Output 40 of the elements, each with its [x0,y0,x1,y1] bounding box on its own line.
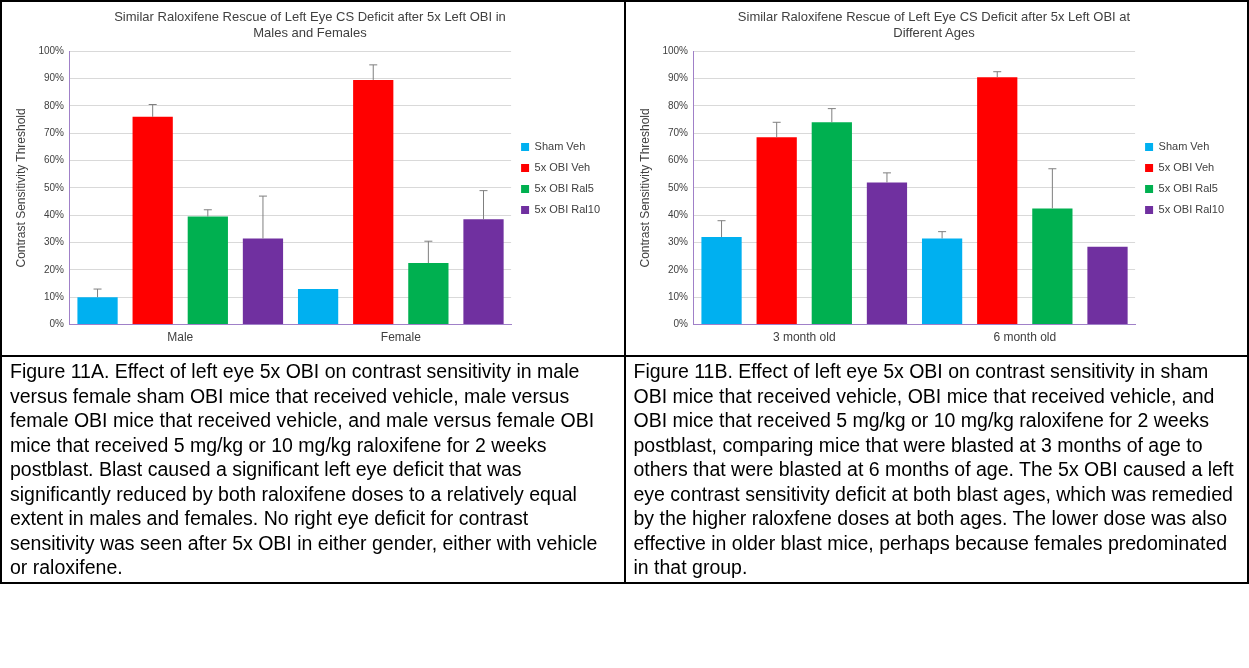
y-tick-label: 60% [667,154,688,166]
legend-label: Sham Veh [534,140,586,153]
y-tick-label: 0% [49,318,65,330]
x-tick-label: Female [380,330,422,345]
y-tick-label: 80% [667,99,688,111]
y-tick-label: 70% [667,126,688,138]
legend-label: 5x OBI Veh [534,161,591,174]
x-tick-label: Male [167,330,194,345]
y-tick-label: 20% [667,263,688,275]
y-tick-label: 90% [43,72,65,84]
y-tick-label: 0% [673,318,688,330]
x-tick-label: 6 month old [992,330,1056,345]
y-tick-label: 60% [43,154,65,166]
y-tick-label: 30% [43,236,65,248]
legend-label: 5x OBI Ral5 [534,182,594,195]
y-tick-label: 10% [667,291,688,303]
y-axis-title: Contrast Sensitivity Threshold [13,108,28,268]
y-tick-label: 50% [667,181,688,193]
legend-label: 5x OBI Ral10 [1158,203,1224,216]
chart-title: Similar Raloxifene Rescue of Left Eye CS Deficit after 5x Left OBI in Males and Females [114,9,506,40]
y-tick-label: 70% [43,126,65,138]
y-tick-label: 40% [43,208,65,220]
y-tick-label: 20% [43,263,65,275]
y-tick-label: 30% [667,236,688,248]
y-tick-label: 100% [38,44,65,56]
chart-title: Similar Raloxifene Rescue of Left Eye CS Deficit after 5x Left OBI at Different Ages [737,9,1131,40]
y-tick-label: 90% [667,72,688,84]
legend-label: 5x OBI Ral10 [534,203,600,216]
text: Figure 11B. Effect of left eye 5x OBI on contrast sensitivity in sham OBI mice that received vehicle, OBI mice that received vehicle, and OBI mice that received 5 mg/kg or 10 mg/kg raloxifene for 2 weeks postblast, comparing mice that were blasted at 3 months of age to others that were blasted at 6 months of age. The 5x OBI caused a left eye contrast sensitivity deficit at both blast ages, which was remedied by the higher raloxfene doses at both ages. The lower dose was also effective in older blast mice, perhaps because females predominated in that group. [633,360,1234,578]
y-tick-label: 100% [661,44,688,56]
legend-label: 5x OBI Veh [1158,161,1214,174]
y-tick-label: 10% [43,291,65,303]
y-tick-label: 40% [667,208,688,220]
text: Figure 11A. Effect of left eye 5x OBI on contrast sensitivity in male versus female sham OBI mice that received vehicle, male versus female OBI mice that received vehicle, and male versus female OBI mice that received 5 mg/kg or 10 mg/kg raloxifene for 2 weeks postblast. Blast caused a significant left eye deficit that was significantly reduced by both raloxifene doses to a relatively equal extent in males and females. No right eye deficit for contrast sensitivity was seen after 5x OBI in either gender, either with vehicle or raloxifene. [10,360,598,578]
y-tick-label: 80% [43,99,65,111]
legend-label: 5x OBI Ral5 [1158,182,1218,195]
y-tick-label: 50% [43,181,65,193]
y-axis-title: Contrast Sensitivity Threshold [637,108,652,268]
legend-label: Sham Veh [1158,140,1209,153]
x-tick-label: 3 month old [772,330,836,345]
